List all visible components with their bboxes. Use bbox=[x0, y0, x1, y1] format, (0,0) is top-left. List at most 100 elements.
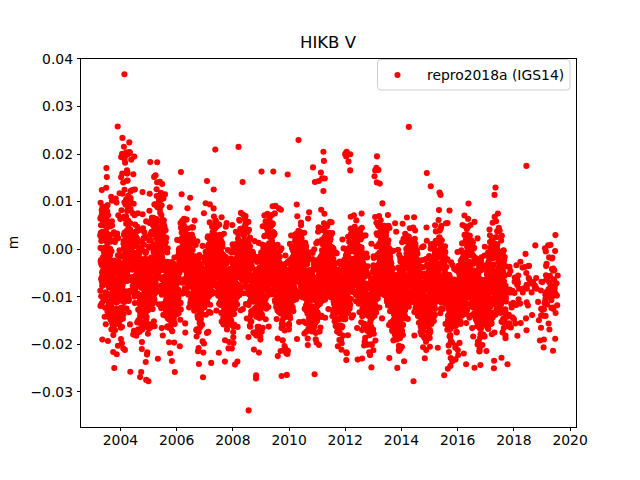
scatter-point bbox=[126, 198, 132, 204]
scatter-point bbox=[119, 135, 125, 141]
scatter-point bbox=[411, 214, 417, 220]
scatter-point bbox=[266, 324, 272, 330]
scatter-point bbox=[216, 350, 222, 356]
scatter-point bbox=[554, 280, 560, 286]
scatter-point bbox=[372, 338, 378, 344]
scatter-point bbox=[151, 296, 157, 302]
scatter-point bbox=[103, 321, 109, 327]
scatter-point bbox=[294, 336, 300, 342]
scatter-point bbox=[200, 243, 206, 249]
scatter-point bbox=[108, 248, 114, 254]
scatter-point bbox=[301, 230, 307, 236]
scatter-point bbox=[432, 312, 438, 318]
scatter-point bbox=[514, 333, 520, 339]
scatter-point bbox=[204, 178, 210, 184]
scatter-point bbox=[127, 321, 133, 327]
scatter-point bbox=[115, 123, 121, 129]
scatter-point bbox=[305, 342, 311, 348]
scatter-point bbox=[201, 210, 207, 216]
scatter-point bbox=[246, 407, 252, 413]
scatter-point bbox=[219, 214, 225, 220]
scatter-point bbox=[196, 361, 202, 367]
scatter-point bbox=[274, 316, 280, 322]
scatter-point bbox=[399, 344, 405, 350]
scatter-point bbox=[178, 169, 184, 175]
scatter-point bbox=[178, 306, 184, 312]
scatter-point bbox=[442, 243, 448, 249]
scatter-point bbox=[350, 312, 356, 318]
scatter-point bbox=[125, 177, 131, 183]
scatter-point bbox=[166, 339, 172, 345]
scatter-point bbox=[184, 216, 190, 222]
scatter-point bbox=[317, 324, 323, 330]
scatter-point bbox=[111, 365, 117, 371]
scatter-point bbox=[523, 327, 529, 333]
scatter-point bbox=[385, 237, 391, 243]
scatter-point bbox=[298, 219, 304, 225]
scatter-point bbox=[414, 251, 420, 257]
scatter-point bbox=[320, 149, 326, 155]
y-tick-label: 0.00 bbox=[42, 241, 73, 257]
scatter-point bbox=[432, 306, 438, 312]
scatter-point bbox=[205, 329, 211, 335]
scatter-point bbox=[118, 207, 124, 213]
scatter-point bbox=[543, 313, 549, 319]
scatter-point bbox=[427, 344, 433, 350]
scatter-point bbox=[497, 228, 503, 234]
scatter-point bbox=[169, 358, 175, 364]
scatter-point bbox=[234, 302, 240, 308]
x-tick-label: 2014 bbox=[384, 432, 420, 448]
scatter-point bbox=[169, 328, 175, 334]
scatter-point bbox=[406, 124, 412, 130]
scatter-point bbox=[428, 183, 434, 189]
scatter-point bbox=[179, 191, 185, 197]
scatter-point bbox=[311, 246, 317, 252]
scatter-point bbox=[386, 355, 392, 361]
scatter-point bbox=[541, 336, 547, 342]
scatter-point bbox=[427, 335, 433, 341]
scatter-point bbox=[153, 172, 159, 178]
scatter-point bbox=[379, 200, 385, 206]
scatter-point bbox=[400, 322, 406, 328]
scatter-point bbox=[552, 248, 558, 254]
scatter-point bbox=[271, 230, 277, 236]
scatter-point bbox=[124, 167, 130, 173]
scatter-point bbox=[265, 304, 271, 310]
scatter-point bbox=[504, 361, 510, 367]
scatter-point bbox=[549, 254, 555, 260]
scatter-point bbox=[139, 346, 145, 352]
scatter-point bbox=[235, 144, 241, 150]
scatter-point bbox=[130, 171, 136, 177]
scatter-point bbox=[479, 342, 485, 348]
scatter-point bbox=[242, 213, 248, 219]
scatter-point bbox=[493, 218, 499, 224]
scatter-point bbox=[491, 330, 497, 336]
scatter-point bbox=[159, 325, 165, 331]
chart-title: HIKB V bbox=[300, 33, 357, 52]
scatter-point bbox=[121, 71, 127, 77]
scatter-point bbox=[306, 209, 312, 215]
scatter-point bbox=[119, 324, 125, 330]
scatter-point bbox=[394, 365, 400, 371]
scatter-point bbox=[285, 348, 291, 354]
scatter-point bbox=[240, 179, 246, 185]
scatter-point bbox=[140, 211, 146, 217]
scatter-point bbox=[279, 373, 285, 379]
scatter-point bbox=[109, 222, 115, 228]
scatter-point bbox=[322, 315, 328, 321]
scatter-point bbox=[221, 231, 227, 237]
scatter-point bbox=[463, 320, 469, 326]
scatter-point bbox=[138, 369, 144, 375]
scatter-point bbox=[517, 301, 523, 307]
scatter-point bbox=[211, 186, 217, 192]
scatter-point bbox=[371, 331, 377, 337]
scatter-point bbox=[544, 261, 550, 267]
scatter-point bbox=[322, 297, 328, 303]
scatter-point bbox=[432, 222, 438, 228]
scatter-point bbox=[512, 320, 518, 326]
scatter-point bbox=[167, 204, 173, 210]
scatter-point bbox=[515, 280, 521, 286]
scatter-point bbox=[456, 340, 462, 346]
scatter-point bbox=[437, 192, 443, 198]
scatter-point bbox=[126, 296, 132, 302]
